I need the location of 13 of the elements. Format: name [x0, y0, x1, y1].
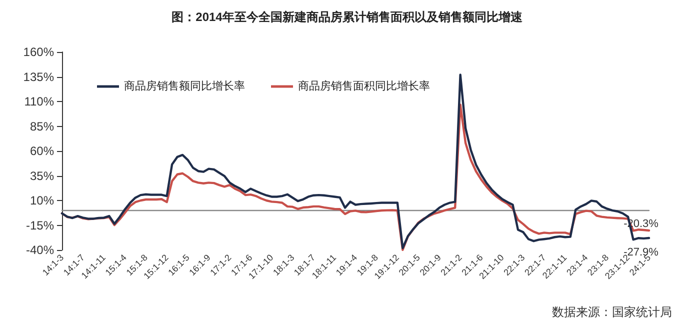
y-tick-label: 10%: [30, 194, 54, 208]
y-tick-label: -40%: [26, 243, 54, 257]
y-tick-label: 35%: [30, 168, 54, 183]
y-tick-label: -15%: [26, 218, 54, 232]
y-tick-label: 85%: [30, 119, 54, 134]
y-tick-label: 135%: [23, 70, 54, 84]
y-tick-label: 110%: [24, 94, 54, 108]
source-note: 数据来源：国家统计局: [552, 305, 672, 319]
legend-label: 商品房销售面积同比增长率: [298, 80, 430, 92]
chart-title: 图：2014年至今全国新建商品房累计销售面积以及销售额同比增速: [172, 10, 524, 24]
y-tick-label: 160%: [23, 45, 54, 59]
y-tick-label: 60%: [30, 144, 54, 158]
legend-label: 商品房销售额同比增长率: [124, 80, 245, 92]
